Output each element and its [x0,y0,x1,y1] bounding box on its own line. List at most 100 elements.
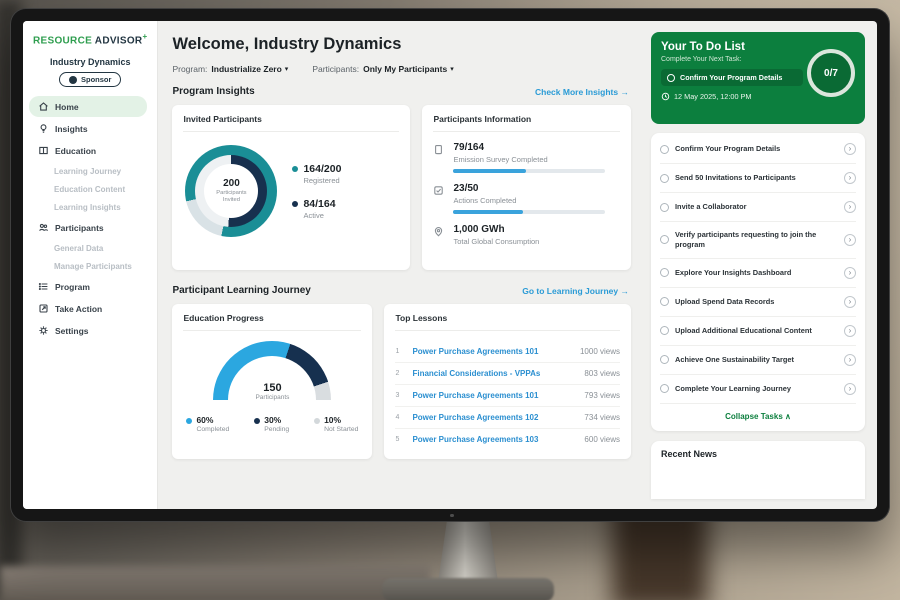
sidebar-item-learning-insights[interactable]: Learning Insights [54,202,121,212]
lesson-link[interactable]: Power Purchase Agreements 101 [412,347,539,356]
card-title: Invited Participants [183,114,400,132]
people-icon [38,222,49,233]
task-checkbox[interactable] [660,144,669,154]
sidebar-item-label: Insights [55,123,88,134]
logo-text-resource: RESOURCE [33,35,93,47]
progress-bar-fill [453,169,527,173]
todo-task-row[interactable]: Invite a Collaborator › [660,193,856,222]
sidebar-item-program[interactable]: Program [29,276,147,297]
next-task-chip[interactable]: Confirm Your Program Details [661,69,803,86]
sponsor-badge[interactable]: Sponsor [59,72,122,88]
legend-pending: 30% Pending [254,415,289,433]
go-to-learning-journey-link[interactable]: Go to Learning Journey → [522,285,630,296]
clipboard-icon [433,142,444,173]
blue-dot-icon [186,418,193,424]
todo-task-row[interactable]: Upload Additional Educational Content › [660,317,856,346]
chevron-right-icon[interactable]: › [844,353,856,366]
chevron-right-icon[interactable]: › [844,233,856,246]
navy-dot-icon [292,200,299,207]
due-date: 12 May 2025, 12:00 PM [661,92,855,101]
todo-task-row[interactable]: Achieve One Sustainability Target › [660,346,856,375]
list-icon [38,281,49,292]
sidebar-item-take-action[interactable]: Take Action [29,298,147,319]
chevron-right-icon[interactable]: › [844,143,856,155]
sidebar-item-settings[interactable]: Settings [29,320,147,341]
participants-filter-label: Participants: [312,64,360,74]
book-icon [38,145,49,156]
logo-plus: + [142,32,148,41]
sidebar-item-home[interactable]: Home [29,96,148,118]
todo-task-row[interactable]: Send 50 Invitations to Participants › [660,164,856,193]
task-checkbox[interactable] [660,326,669,336]
power-led [450,514,454,517]
action-arrow-icon [38,303,49,314]
todo-task-row[interactable]: Confirm Your Program Details › [660,135,856,164]
emission-survey-row: 79/164 Emission Survey Completed [433,142,620,173]
section-title: Program Insights [172,86,255,97]
chevron-right-icon[interactable]: › [844,266,856,279]
todo-task-row[interactable]: Upload Spend Data Records › [660,288,856,317]
task-checkbox[interactable] [660,268,669,278]
learning-journey-header: Participant Learning Journey Go to Learn… [172,285,629,296]
card-title: Participants Information [433,114,620,132]
chevron-right-icon[interactable]: › [844,201,856,213]
chevron-right-icon[interactable]: › [844,172,856,184]
gray-dot-icon [314,418,321,424]
sidebar-item-insights[interactable]: Insights [29,118,147,139]
education-progress-card: Education Progress 150 Participants [172,304,373,459]
task-checkbox[interactable] [660,355,669,365]
arrow-right-icon: → [620,285,630,296]
lesson-link[interactable]: Power Purchase Agreements 103 [412,435,539,444]
task-checkbox[interactable] [667,73,675,82]
todo-task-row[interactable]: Verify participants requesting to join t… [660,222,856,259]
chevron-right-icon[interactable]: › [844,295,856,308]
check-more-insights-link[interactable]: Check More Insights → [534,86,629,97]
sidebar-item-participants[interactable]: Participants [29,217,147,238]
invited-donut: 200 Participants Invited [185,145,278,237]
lesson-row: 4 Power Purchase Agreements 102 734 view… [395,407,620,429]
todo-task-list: Confirm Your Program Details › Send 50 I… [651,133,865,431]
next-task-label: Confirm Your Program Details [680,73,783,82]
sidebar-item-learning-journey[interactable]: Learning Journey [54,166,122,176]
chevron-up-icon: ∧ [785,411,791,421]
todo-task-row[interactable]: Complete Your Learning Journey › [660,375,856,404]
gauge-chart [213,341,332,401]
lesson-link[interactable]: Power Purchase Agreements 101 [412,391,539,400]
top-lessons-card: Top Lessons 1 Power Purchase Agreements … [384,304,631,459]
lesson-row: 2 Financial Considerations - VPPAs 803 v… [395,363,620,385]
legend-not-started: 10% Not Started [314,415,358,433]
legend-completed: 60% Completed [186,415,229,433]
task-checkbox[interactable] [660,384,669,394]
sidebar-item-education[interactable]: Education [29,140,147,161]
dashboard-screen: RESOURCE ADVISOR+ Industry Dynamics Spon… [23,21,877,509]
sidebar-item-manage-participants[interactable]: Manage Participants [54,261,132,271]
lesson-link[interactable]: Power Purchase Agreements 102 [412,413,539,422]
program-filter-value: Industrialize Zero [211,64,282,74]
todo-column: Your To Do List Complete Your Next Task:… [645,21,877,509]
sidebar-item-general-data[interactable]: General Data [54,243,104,253]
task-checkbox[interactable] [660,297,669,307]
home-icon [38,101,49,112]
program-insights-header: Program Insights Check More Insights → [172,86,629,97]
task-checkbox[interactable] [660,202,669,212]
task-checkbox[interactable] [660,173,669,183]
gauge-legend: 60% Completed 30% Pending [183,415,361,435]
todo-title: Your To Do List [661,41,745,53]
lesson-row: 1 Power Purchase Agreements 101 1000 vie… [395,341,620,363]
chevron-right-icon[interactable]: › [844,382,856,395]
sidebar-item-education-content[interactable]: Education Content [54,184,126,194]
monitor-stand-neck [438,516,498,582]
program-filter-label: Program: [172,64,208,74]
sidebar: RESOURCE ADVISOR+ Industry Dynamics Spon… [23,21,159,509]
participants-filter-value: Only My Participants [363,64,448,74]
todo-task-row[interactable]: Explore Your Insights Dashboard › [660,259,856,288]
task-checkbox[interactable] [660,235,669,245]
collapse-tasks-button[interactable]: Collapse Tasks ∧ [725,411,791,421]
chevron-right-icon[interactable]: › [844,324,856,337]
program-filter[interactable]: Program: Industrialize Zero ▾ [172,64,288,74]
participants-filter[interactable]: Participants: Only My Participants ▾ [312,64,453,74]
lesson-row: 5 Power Purchase Agreements 103 600 view… [395,435,620,444]
program-insights-cards: Invited Participants 200 Participants In… [172,105,631,270]
lesson-link[interactable]: Financial Considerations - VPPAs [412,369,541,378]
